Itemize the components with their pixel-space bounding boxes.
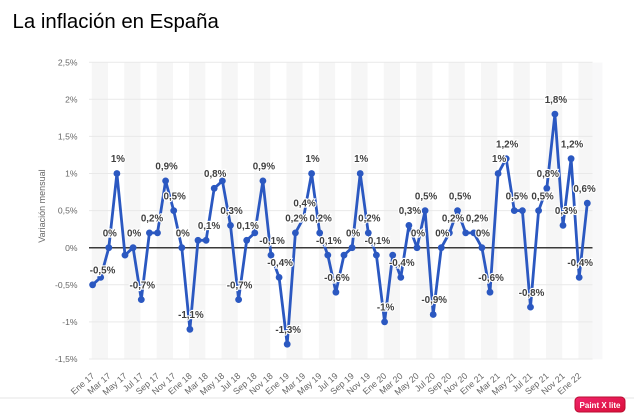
svg-text:1,2%: 1,2% (496, 139, 519, 150)
svg-text:0,8%: 0,8% (537, 169, 560, 180)
svg-text:-0,5%: -0,5% (90, 266, 116, 277)
svg-text:0,9%: 0,9% (253, 162, 276, 173)
svg-text:0,6%: 0,6% (573, 184, 596, 195)
svg-text:-0,1%: -0,1% (365, 236, 391, 247)
svg-text:2,5%: 2,5% (58, 57, 78, 67)
svg-text:0,1%: 0,1% (198, 221, 221, 232)
svg-text:0,2%: 0,2% (310, 214, 333, 225)
svg-text:-0,7%: -0,7% (130, 280, 156, 291)
svg-text:-1%: -1% (377, 303, 395, 314)
svg-text:0,9%: 0,9% (155, 162, 178, 173)
svg-text:-1,1%: -1,1% (178, 310, 204, 321)
svg-text:-0,6%: -0,6% (478, 273, 504, 284)
svg-text:1,2%: 1,2% (561, 139, 584, 150)
svg-text:-0,8%: -0,8% (519, 288, 545, 299)
svg-text:-0,4%: -0,4% (389, 258, 415, 269)
svg-text:1%: 1% (65, 169, 78, 179)
svg-text:0,5%: 0,5% (58, 206, 78, 216)
svg-text:0,3%: 0,3% (399, 206, 422, 217)
svg-text:0%: 0% (127, 228, 141, 239)
svg-text:-0,4%: -0,4% (567, 258, 593, 269)
svg-text:0,5%: 0,5% (415, 191, 438, 202)
svg-text:2%: 2% (65, 94, 78, 104)
svg-text:-0,1%: -0,1% (316, 236, 342, 247)
svg-text:0,3%: 0,3% (220, 206, 243, 217)
svg-text:0%: 0% (476, 228, 490, 239)
svg-text:0%: 0% (65, 243, 78, 253)
svg-text:0,5%: 0,5% (531, 191, 554, 202)
svg-text:1,5%: 1,5% (58, 132, 78, 142)
svg-text:0%: 0% (411, 228, 425, 239)
svg-text:-0,9%: -0,9% (421, 295, 447, 306)
svg-text:La inflación en España: La inflación en España (13, 11, 220, 33)
svg-text:0,5%: 0,5% (449, 191, 472, 202)
svg-text:Variación mensual: Variación mensual (37, 169, 47, 242)
svg-text:0%: 0% (435, 228, 449, 239)
svg-text:0,5%: 0,5% (506, 191, 529, 202)
svg-text:Paint X lite: Paint X lite (580, 401, 621, 410)
svg-text:1,8%: 1,8% (545, 95, 568, 106)
svg-text:1%: 1% (306, 154, 320, 165)
svg-text:0%: 0% (346, 228, 360, 239)
svg-text:-1%: -1% (62, 317, 78, 327)
svg-text:1%: 1% (354, 154, 368, 165)
svg-text:0,2%: 0,2% (442, 214, 465, 225)
svg-text:-0,1%: -0,1% (259, 236, 285, 247)
svg-text:0%: 0% (176, 228, 190, 239)
svg-text:0%: 0% (103, 228, 117, 239)
svg-text:0,2%: 0,2% (141, 214, 164, 225)
svg-text:0,3%: 0,3% (555, 206, 578, 217)
svg-text:1%: 1% (492, 154, 506, 165)
svg-text:0,4%: 0,4% (293, 199, 316, 210)
svg-text:1%: 1% (111, 154, 125, 165)
svg-text:0,5%: 0,5% (164, 191, 187, 202)
svg-text:-0,5%: -0,5% (55, 280, 78, 290)
svg-text:-0,4%: -0,4% (267, 258, 293, 269)
svg-text:-0,6%: -0,6% (324, 273, 350, 284)
svg-text:-0,7%: -0,7% (227, 280, 253, 291)
svg-text:0,8%: 0,8% (204, 169, 227, 180)
svg-text:0,1%: 0,1% (237, 221, 260, 232)
svg-text:0,2%: 0,2% (285, 214, 308, 225)
svg-text:-1,3%: -1,3% (275, 325, 301, 336)
svg-text:0,2%: 0,2% (358, 214, 381, 225)
svg-text:0,2%: 0,2% (466, 214, 489, 225)
svg-text:-1,5%: -1,5% (55, 354, 78, 364)
